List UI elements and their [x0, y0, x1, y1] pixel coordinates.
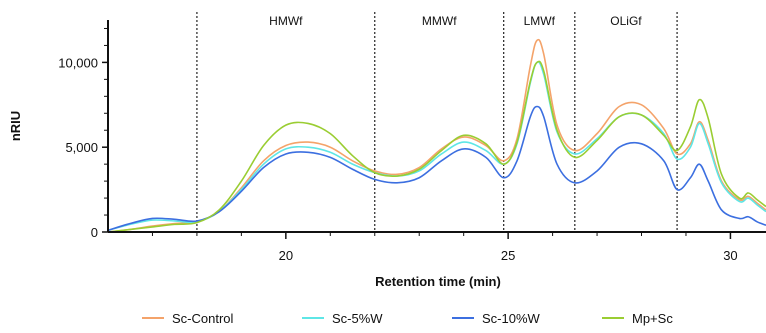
series-line-sc-10-w — [107, 105, 766, 232]
region-label-mmwf: MMWf — [422, 14, 457, 28]
y-tick-label: 0 — [91, 225, 98, 240]
x-tick-label: 25 — [501, 248, 515, 263]
axis-ticks: 0 5,000 10,000 20 25 30 — [58, 27, 738, 263]
region-label-lmwf: LMWf — [524, 14, 556, 28]
region-label-oligf: OLiGf — [610, 14, 642, 28]
y-tick-label: 10,000 — [58, 55, 98, 70]
x-tick-label: 20 — [279, 248, 293, 263]
series-line-sc-control — [107, 38, 766, 233]
x-axis-title: Retention time (min) — [375, 274, 501, 289]
legend-label: Mp+Sc — [632, 311, 673, 326]
x-tick-label: 30 — [723, 248, 737, 263]
series-line-mp-sc — [107, 60, 766, 233]
legend-label: Sc-5%W — [332, 311, 383, 326]
y-axis-title: nRIU — [8, 111, 23, 141]
axes: nRIU Retention time (min) — [8, 20, 766, 289]
legend-label: Sc-Control — [172, 311, 234, 326]
legend: Sc-Control Sc-5%W Sc-10%W Mp+Sc — [142, 311, 673, 326]
y-tick-label: 5,000 — [65, 140, 98, 155]
series-line-sc-5-w — [107, 61, 766, 232]
region-label-hmwf: HMWf — [269, 14, 303, 28]
series-lines — [107, 38, 766, 233]
legend-label: Sc-10%W — [482, 311, 541, 326]
region-dividers: HMWf MMWf LMWf OLiGf — [196, 12, 678, 232]
